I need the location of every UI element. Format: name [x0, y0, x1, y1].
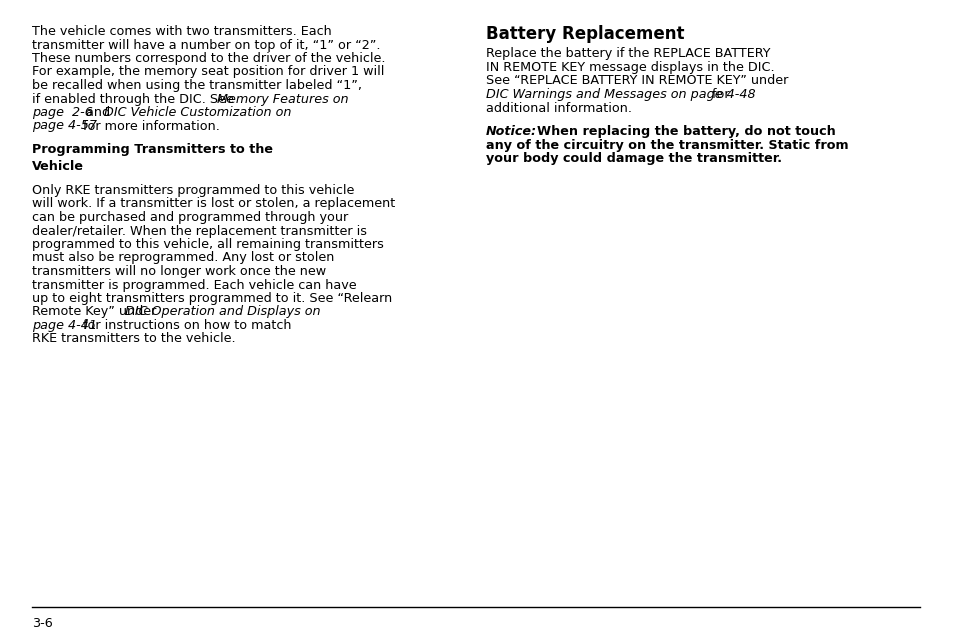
- Text: DIC Operation and Displays on: DIC Operation and Displays on: [125, 306, 320, 318]
- Text: your body could damage the transmitter.: your body could damage the transmitter.: [485, 152, 781, 165]
- Text: transmitter is programmed. Each vehicle can have: transmitter is programmed. Each vehicle …: [32, 279, 356, 292]
- Text: be recalled when using the transmitter labeled “1”,: be recalled when using the transmitter l…: [32, 79, 361, 92]
- Text: transmitter will have a number on top of it, “1” or “2”.: transmitter will have a number on top of…: [32, 38, 380, 52]
- Text: Memory Features on: Memory Features on: [216, 93, 348, 105]
- Text: Notice:: Notice:: [485, 125, 537, 138]
- Text: can be purchased and programmed through your: can be purchased and programmed through …: [32, 211, 348, 224]
- Text: The vehicle comes with two transmitters. Each: The vehicle comes with two transmitters.…: [32, 25, 332, 38]
- Text: See “REPLACE BATTERY IN REMOTE KEY” under: See “REPLACE BATTERY IN REMOTE KEY” unde…: [485, 75, 787, 87]
- Text: Programming Transmitters to the: Programming Transmitters to the: [32, 143, 273, 156]
- Text: for instructions on how to match: for instructions on how to match: [79, 319, 292, 332]
- Text: 3-6: 3-6: [32, 617, 52, 630]
- Text: for more information.: for more information.: [79, 119, 219, 133]
- Text: transmitters will no longer work once the new: transmitters will no longer work once th…: [32, 265, 326, 278]
- Text: Remote Key” under: Remote Key” under: [32, 306, 160, 318]
- Text: will work. If a transmitter is lost or stolen, a replacement: will work. If a transmitter is lost or s…: [32, 198, 395, 211]
- Text: any of the circuitry on the transmitter. Static from: any of the circuitry on the transmitter.…: [485, 138, 848, 151]
- Text: When replacing the battery, do not touch: When replacing the battery, do not touch: [527, 125, 835, 138]
- Text: page  2-6: page 2-6: [32, 106, 92, 119]
- Text: Vehicle: Vehicle: [32, 160, 84, 172]
- Text: if enabled through the DIC. See: if enabled through the DIC. See: [32, 93, 237, 105]
- Text: and: and: [82, 106, 114, 119]
- Text: for: for: [707, 88, 729, 101]
- Text: Only RKE transmitters programmed to this vehicle: Only RKE transmitters programmed to this…: [32, 184, 354, 197]
- Text: Battery Replacement: Battery Replacement: [485, 25, 684, 43]
- Text: DIC Warnings and Messages on page 4-48: DIC Warnings and Messages on page 4-48: [485, 88, 755, 101]
- Text: page 4-41: page 4-41: [32, 319, 97, 332]
- Text: RKE transmitters to the vehicle.: RKE transmitters to the vehicle.: [32, 332, 235, 346]
- Text: dealer/retailer. When the replacement transmitter is: dealer/retailer. When the replacement tr…: [32, 225, 367, 237]
- Text: DIC Vehicle Customization on: DIC Vehicle Customization on: [104, 106, 292, 119]
- Text: must also be reprogrammed. Any lost or stolen: must also be reprogrammed. Any lost or s…: [32, 251, 334, 265]
- Text: additional information.: additional information.: [485, 101, 631, 114]
- Text: For example, the memory seat position for driver 1 will: For example, the memory seat position fo…: [32, 66, 384, 78]
- Text: These numbers correspond to the driver of the vehicle.: These numbers correspond to the driver o…: [32, 52, 385, 65]
- Text: up to eight transmitters programmed to it. See “Relearn: up to eight transmitters programmed to i…: [32, 292, 392, 305]
- Text: Replace the battery if the REPLACE BATTERY: Replace the battery if the REPLACE BATTE…: [485, 47, 770, 61]
- Text: page 4-57: page 4-57: [32, 119, 97, 133]
- Text: programmed to this vehicle, all remaining transmitters: programmed to this vehicle, all remainin…: [32, 238, 383, 251]
- Text: IN REMOTE KEY message displays in the DIC.: IN REMOTE KEY message displays in the DI…: [485, 61, 774, 74]
